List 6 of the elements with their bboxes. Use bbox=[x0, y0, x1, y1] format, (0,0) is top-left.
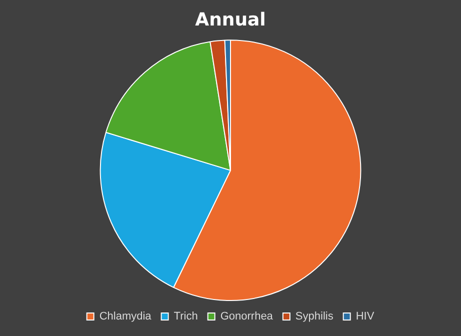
chart-title: Annual bbox=[195, 9, 266, 30]
legend-label: Gonorrhea bbox=[220, 310, 274, 323]
legend-label: Chlamydia bbox=[99, 310, 152, 323]
legend-label: Trich bbox=[174, 310, 198, 323]
legend-label: Syphilis bbox=[295, 310, 334, 323]
legend-label: HIV bbox=[356, 310, 375, 323]
